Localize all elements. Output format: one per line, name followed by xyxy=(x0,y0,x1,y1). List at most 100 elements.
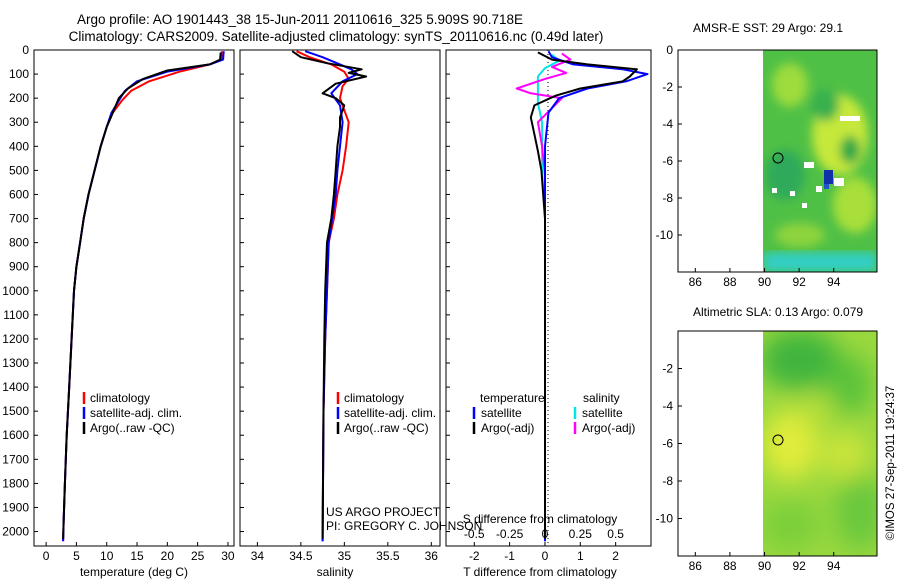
sst-missing-pixel xyxy=(772,188,777,193)
temperature-legend: climatology satellite-adj. clim. Argo(..… xyxy=(82,391,182,435)
s-difference-xtick-label: -0.25 xyxy=(496,527,524,541)
sst-argo-position-marker xyxy=(772,152,784,164)
legend-label-s-argo: Argo(-adj) xyxy=(582,421,635,435)
sla-low-patch xyxy=(828,355,872,415)
sst-cool-patch xyxy=(840,136,860,164)
legend-heading-salinity: salinity xyxy=(583,391,620,405)
depth-tick-label: 1500 xyxy=(2,404,29,418)
sst-cold-pixel xyxy=(824,170,833,184)
sla-map-longitude-label: 88 xyxy=(723,559,737,573)
temperature-xtick-label: 10 xyxy=(100,549,114,563)
sst-warm-patch xyxy=(775,223,825,247)
sst-missing-pixel xyxy=(790,191,795,196)
depth-tick-label: 1100 xyxy=(3,308,29,322)
sla-map-longitude-label: 90 xyxy=(758,559,772,573)
sst-map-longitude-label: 94 xyxy=(827,275,841,289)
temperature-xtick-label: 20 xyxy=(161,549,175,563)
sla-map-title: Altimetric SLA: 0.13 Argo: 0.079 xyxy=(693,305,863,319)
sla-map-latitude-label: -2 xyxy=(662,362,673,376)
temperature-series-argo xyxy=(62,52,222,539)
legend-label-argo: Argo(..raw -QC) xyxy=(90,421,175,435)
legend-label-climatology: climatology xyxy=(90,391,150,405)
sla-field xyxy=(763,331,877,556)
legend-label-climatology: climatology xyxy=(344,391,404,405)
t-difference-xtick-label: 2 xyxy=(612,549,619,563)
sst-cool-patch xyxy=(765,150,805,200)
depth-tick-label: 1800 xyxy=(2,476,29,490)
s-difference-xtick-label: -0.5 xyxy=(464,527,485,541)
salinity-xtick-label: 35.5 xyxy=(376,549,400,563)
sla-argo-position-marker xyxy=(772,434,784,446)
legend-label-satellite: satellite-adj. clim. xyxy=(90,406,182,420)
depth-tick-label: 700 xyxy=(9,212,29,226)
depth-tick-label: 1400 xyxy=(2,380,29,394)
s-difference-xtick-label: 0.5 xyxy=(607,527,624,541)
sst-cold-pixel xyxy=(824,184,829,189)
sst-map-latitude-label: -2 xyxy=(662,80,673,94)
salinity-legend: climatology satellite-adj. clim. Argo(..… xyxy=(336,391,436,435)
salinity-plot-frame xyxy=(239,49,441,547)
sst-missing-pixel xyxy=(834,178,844,186)
sla-low-patch xyxy=(763,500,820,550)
sla-map-latitude-label: -10 xyxy=(656,512,674,526)
depth-tick-label: 900 xyxy=(9,260,29,274)
salinity-xtick-label: 36 xyxy=(425,549,439,563)
salinity-series-argo xyxy=(291,50,368,539)
s-difference-xtick-label: 0.25 xyxy=(569,527,593,541)
temperature-xtick-label: 25 xyxy=(191,549,205,563)
sla-high-patch xyxy=(797,395,833,425)
depth-tick-label: 0 xyxy=(22,43,29,57)
sst-missing-pixel xyxy=(802,203,807,208)
temperature-xlabel: temperature (deg C) xyxy=(80,565,188,579)
sst-map-latitude-label: -6 xyxy=(662,154,673,168)
sla-map-latitude-label: -4 xyxy=(662,399,673,413)
depth-tick-label: 100 xyxy=(9,67,29,81)
depth-tick-label: 1300 xyxy=(2,356,29,370)
depth-tick-label: 1600 xyxy=(2,428,29,442)
sla-low-patch xyxy=(835,470,877,550)
sst-map-latitude-label: -8 xyxy=(662,191,673,205)
temperature-xtick-label: 0 xyxy=(43,549,50,563)
temperature-xtick-label: 15 xyxy=(130,549,144,563)
pi-credit: PI: GREGORY C. JOHNSON xyxy=(326,519,482,533)
sst-map-latitude-label: -10 xyxy=(656,228,674,242)
sst-map-longitude-label: 86 xyxy=(689,275,703,289)
salinity-xtick-label: 34.5 xyxy=(289,549,313,563)
sst-cyan-band xyxy=(763,252,877,272)
sla-high-patch xyxy=(763,410,818,480)
legend-label-satellite: satellite-adj. clim. xyxy=(344,406,436,420)
figure-title-line2: Climatology: CARS2009. Satellite-adjuste… xyxy=(69,29,604,44)
sst-map-longitude-label: 88 xyxy=(723,275,737,289)
depth-tick-label: 2000 xyxy=(2,525,29,539)
salinity-difference-legend: salinity satellite Argo(-adj) xyxy=(573,391,635,435)
legend-label-t-argo: Argo(-adj) xyxy=(481,421,534,435)
sst-map-longitude-label: 92 xyxy=(792,275,806,289)
depth-tick-label: 800 xyxy=(9,236,29,250)
sst-warm-patch xyxy=(833,177,877,233)
depth-tick-label: 200 xyxy=(9,91,29,105)
difference-series-t-argo-adj- xyxy=(529,51,638,539)
sla-map-longitude-label: 92 xyxy=(792,559,806,573)
sla-map-latitude-label: -8 xyxy=(662,474,673,488)
difference-xlabel: T difference from climatology xyxy=(463,565,617,579)
sst-missing-pixel xyxy=(816,186,822,192)
difference-xlabel-top: S difference from climatology xyxy=(463,512,618,526)
t-difference-xtick-label: -1 xyxy=(504,549,515,563)
difference-series-t-satellite xyxy=(544,50,649,542)
sla-low-patch xyxy=(763,331,840,390)
figure-title-line1: Argo profile: AO 1901443_38 15-Jun-2011 … xyxy=(77,12,523,27)
temperature-plot-frame xyxy=(33,49,235,547)
depth-tick-label: 1000 xyxy=(2,284,29,298)
t-difference-xtick-label: -2 xyxy=(469,549,480,563)
salinity-xlabel: salinity xyxy=(317,565,354,579)
legend-label-s-satellite: satellite xyxy=(582,406,623,420)
temperature-series-climatology xyxy=(62,51,223,542)
depth-tick-label: 1700 xyxy=(2,452,29,466)
sla-high-patch xyxy=(821,430,869,480)
temperature-xtick-label: 30 xyxy=(221,549,235,563)
sst-map-latitude-label: -4 xyxy=(662,117,673,131)
depth-tick-label: 300 xyxy=(9,115,29,129)
timestamp: ©IMOS 27-Sep-2011 19:24:37 xyxy=(885,386,897,541)
temperature-xtick-label: 5 xyxy=(73,549,80,563)
